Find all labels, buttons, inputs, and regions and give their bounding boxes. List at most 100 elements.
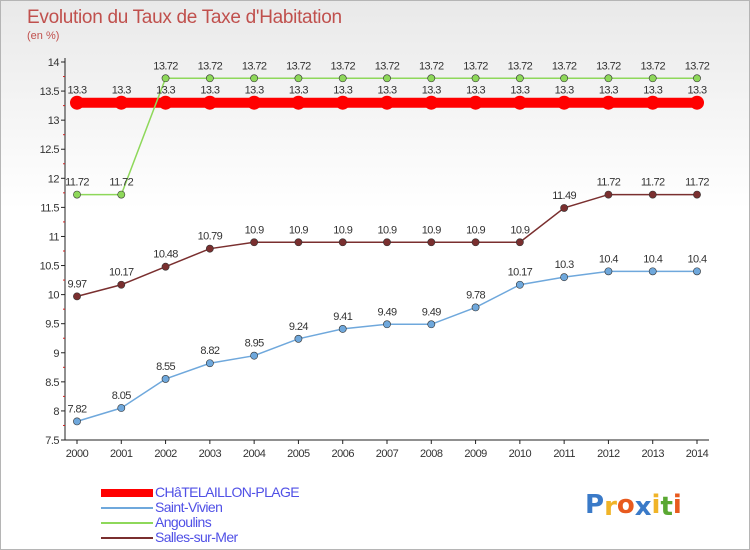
data-point — [601, 95, 616, 110]
data-point — [335, 95, 350, 110]
data-point — [73, 417, 81, 426]
data-point — [114, 95, 129, 110]
legend-item: Saint-Vivien — [101, 500, 299, 515]
data-point — [693, 74, 701, 83]
data-label: 13.72 — [463, 60, 488, 72]
x-tick-label: 2005 — [287, 448, 310, 460]
data-label: 8.82 — [200, 345, 219, 357]
data-point — [161, 262, 170, 271]
series-saint-vivien — [73, 267, 701, 426]
data-point — [117, 280, 126, 289]
data-point — [383, 74, 391, 83]
data-point — [250, 238, 259, 247]
y-tick-label: 10 — [48, 290, 60, 302]
y-tick-label: 10.5 — [40, 261, 60, 273]
data-label: 9.78 — [466, 289, 485, 301]
data-label: 10.48 — [153, 249, 178, 261]
data-label: 13.3 — [687, 85, 706, 97]
x-tick-label: 2000 — [66, 448, 89, 460]
data-point — [250, 351, 259, 360]
data-point — [693, 267, 701, 276]
data-label: 13.3 — [289, 85, 308, 97]
legend-swatch — [101, 506, 153, 509]
data-point — [247, 95, 262, 110]
data-point — [161, 375, 170, 383]
x-tick-label: 2009 — [464, 448, 487, 460]
data-point — [560, 273, 569, 282]
data-point — [117, 404, 126, 412]
data-point — [294, 334, 303, 343]
data-point — [512, 95, 527, 110]
x-tick-label: 2008 — [420, 448, 443, 460]
series-line — [76, 270, 697, 423]
data-point — [73, 190, 81, 199]
x-tick-label: 2012 — [597, 448, 620, 460]
data-point — [205, 244, 214, 253]
data-point — [205, 74, 214, 83]
legend-label: Saint-Vivien — [155, 499, 223, 515]
legend-swatch — [101, 521, 153, 524]
data-label: 11.49 — [552, 190, 576, 202]
data-point — [604, 74, 613, 83]
data-point — [648, 74, 657, 83]
data-label: 10.3 — [555, 259, 574, 271]
data-label: 13.3 — [67, 85, 86, 97]
y-tick-label: 12 — [48, 173, 60, 185]
x-tick-label: 2002 — [154, 448, 177, 460]
data-label: 10.9 — [377, 224, 396, 236]
data-point — [338, 238, 347, 247]
data-label: 13.3 — [333, 85, 352, 97]
data-point — [338, 325, 347, 333]
data-label: 9.41 — [333, 311, 352, 323]
x-tick-label: 2007 — [376, 448, 399, 460]
data-label: 11.72 — [597, 177, 621, 189]
data-point — [383, 238, 391, 247]
data-label: 7.82 — [67, 403, 86, 415]
data-point — [471, 303, 480, 312]
data-label: 13.72 — [375, 60, 400, 72]
data-point — [338, 74, 347, 83]
data-label: 13.3 — [510, 85, 529, 97]
chart-subtitle: (en %) — [27, 30, 60, 42]
data-label: 13.3 — [422, 85, 441, 97]
data-point — [648, 267, 657, 276]
data-label: 13.72 — [640, 60, 665, 72]
data-point — [205, 359, 214, 368]
data-label: 11.72 — [685, 177, 709, 189]
data-point — [70, 95, 84, 110]
data-label: 13.72 — [153, 60, 178, 72]
y-tick-label: 9.5 — [45, 319, 59, 331]
data-label: 9.49 — [422, 306, 441, 318]
x-tick-label: 2011 — [553, 448, 575, 460]
data-label: 13.72 — [198, 60, 223, 72]
data-label: 13.3 — [555, 85, 574, 97]
legend-label: CHâTELAILLON-PLAGE — [155, 484, 300, 500]
data-point — [380, 95, 394, 110]
data-label: 13.72 — [330, 60, 355, 72]
data-point — [161, 74, 170, 83]
line-chart: 7.5 8 8.5 9 9.5 10 10.5 11 11.5 12 12.5 13 13.5 14 200… — [40, 57, 711, 460]
data-label: 10.9 — [245, 224, 264, 236]
data-label: 10.79 — [198, 231, 223, 243]
data-point — [648, 190, 657, 199]
data-label: 10.4 — [643, 253, 662, 265]
data-label: 9.24 — [289, 321, 308, 333]
data-label: 13.3 — [466, 85, 485, 97]
data-point — [73, 292, 81, 301]
x-tick-label: 2001 — [110, 448, 133, 460]
data-point — [515, 74, 524, 83]
data-label: 11.72 — [641, 177, 665, 189]
data-point — [560, 74, 569, 83]
data-point — [645, 95, 660, 110]
data-label: 13.3 — [643, 85, 662, 97]
data-point — [117, 190, 126, 199]
legend-label: Salles-sur-Mer — [155, 529, 238, 545]
series-salles-sur-mer — [73, 190, 701, 301]
data-label: 10.9 — [289, 224, 308, 236]
data-point — [427, 238, 436, 247]
data-label: 9.49 — [377, 306, 396, 318]
data-label: 13.3 — [245, 85, 264, 97]
y-tick-label: 11 — [49, 231, 60, 243]
legend-item: Salles-sur-Mer — [101, 530, 299, 545]
